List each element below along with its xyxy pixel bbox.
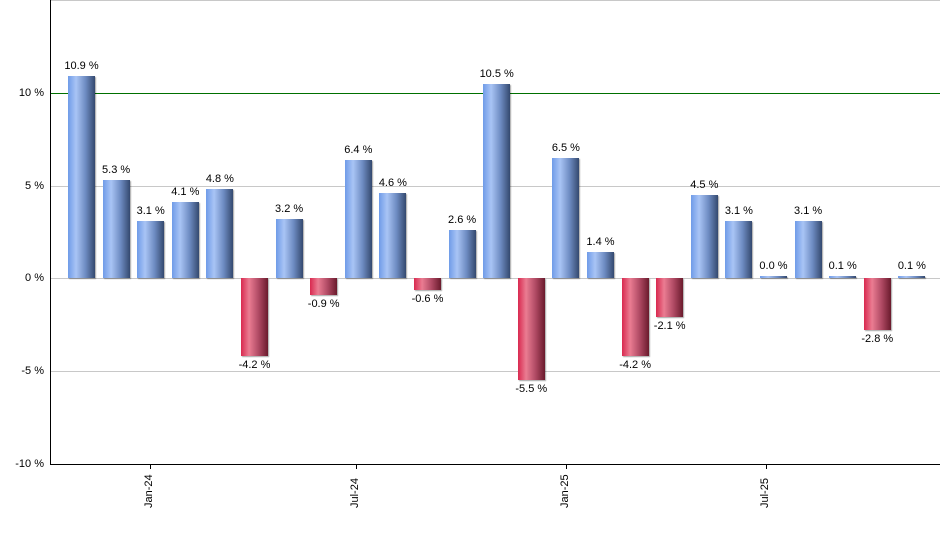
bar bbox=[241, 278, 268, 357]
bar bbox=[310, 278, 338, 296]
bar-value-label: 1.4 % bbox=[586, 236, 615, 249]
bar-value-label: 10.5 % bbox=[479, 67, 514, 80]
bar-value-label: 3.1 % bbox=[794, 204, 823, 217]
bar bbox=[863, 278, 891, 331]
bar-value-label: 3.1 % bbox=[136, 204, 165, 217]
bar bbox=[102, 180, 130, 279]
bar bbox=[448, 230, 476, 279]
bar bbox=[344, 159, 372, 279]
bar-value-label: -4.2 % bbox=[619, 359, 651, 372]
bar-value-label: 4.1 % bbox=[171, 186, 200, 199]
bar bbox=[725, 220, 753, 279]
bar bbox=[517, 278, 545, 381]
bar-value-label: -5.5 % bbox=[515, 383, 548, 396]
bar bbox=[379, 193, 407, 279]
x-tick-label: Jul-24 bbox=[349, 478, 361, 508]
y-tick-label: -5 % bbox=[21, 364, 44, 377]
bar bbox=[552, 157, 580, 279]
bar-value-label: 10.9 % bbox=[64, 60, 99, 73]
y-tick-label: 5 % bbox=[25, 179, 44, 192]
bar bbox=[829, 276, 857, 279]
bar bbox=[898, 276, 926, 279]
bar-value-label: 6.5 % bbox=[551, 141, 580, 154]
bar bbox=[760, 276, 787, 279]
bar bbox=[171, 202, 199, 279]
bar-value-label: 3.1 % bbox=[724, 204, 753, 217]
bar-value-label: 0.0 % bbox=[759, 260, 788, 273]
bar bbox=[137, 220, 165, 279]
bar-value-label: 4.8 % bbox=[205, 173, 234, 186]
bar-value-label: -2.8 % bbox=[861, 333, 894, 346]
x-tick-label: Jan-25 bbox=[559, 474, 571, 508]
bar bbox=[656, 278, 684, 318]
bar-value-label: 6.4 % bbox=[344, 143, 373, 156]
bar bbox=[621, 278, 649, 357]
bar-value-label: 4.5 % bbox=[690, 178, 719, 191]
bar-value-label: 2.6 % bbox=[448, 214, 477, 227]
y-tick-label: 0 % bbox=[25, 271, 44, 284]
bar bbox=[206, 189, 234, 279]
bar-value-label: 0.1 % bbox=[897, 260, 926, 273]
bar bbox=[794, 220, 822, 279]
bar bbox=[275, 219, 303, 279]
x-tick-label: Jan-24 bbox=[143, 474, 155, 508]
bar-value-label: -0.9 % bbox=[307, 298, 340, 311]
bar bbox=[690, 194, 718, 279]
bar bbox=[68, 76, 95, 279]
y-tick-label: -10 % bbox=[15, 457, 44, 470]
bar-value-label: -0.6 % bbox=[411, 292, 444, 305]
x-tick-label: Jul-25 bbox=[759, 478, 771, 508]
bar-value-label: 4.6 % bbox=[378, 177, 407, 190]
bar-value-label: 3.2 % bbox=[275, 203, 304, 215]
bar-value-label: 0.1 % bbox=[828, 260, 857, 273]
y-tick-label: 10 % bbox=[18, 86, 44, 99]
bar bbox=[587, 252, 614, 279]
bar bbox=[414, 278, 441, 290]
bar bbox=[483, 83, 511, 279]
bar-value-label: 5.3 % bbox=[102, 164, 131, 177]
bar-value-label: -2.1 % bbox=[653, 320, 686, 333]
bar-value-label: -4.2 % bbox=[238, 359, 271, 372]
